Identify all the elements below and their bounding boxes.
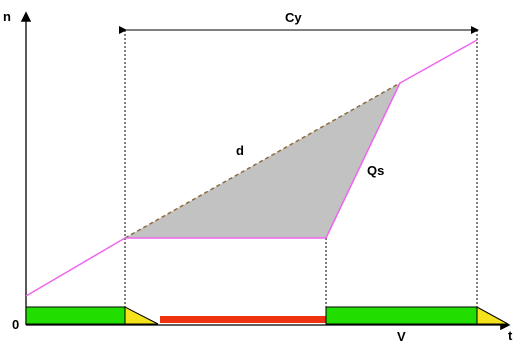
arrival-line-upper xyxy=(399,39,478,84)
phase-label: V xyxy=(397,329,406,342)
arrival-line-lower xyxy=(25,237,126,297)
diagonal-label: d xyxy=(236,143,244,158)
green-phase-1 xyxy=(25,306,126,325)
discharge-line xyxy=(325,82,401,239)
amber-phase-1 xyxy=(124,306,159,325)
diagonal-dashed-line xyxy=(124,82,401,239)
x-axis-label: t xyxy=(508,328,513,342)
discharge-label: Qs xyxy=(367,163,384,178)
amber-phase-2 xyxy=(476,306,509,325)
origin-label: 0 xyxy=(12,317,19,332)
cycle-label: Cy xyxy=(285,10,302,25)
y-axis-label: n xyxy=(3,9,11,24)
green-phase-2 xyxy=(325,306,478,325)
red-phase xyxy=(160,316,326,323)
